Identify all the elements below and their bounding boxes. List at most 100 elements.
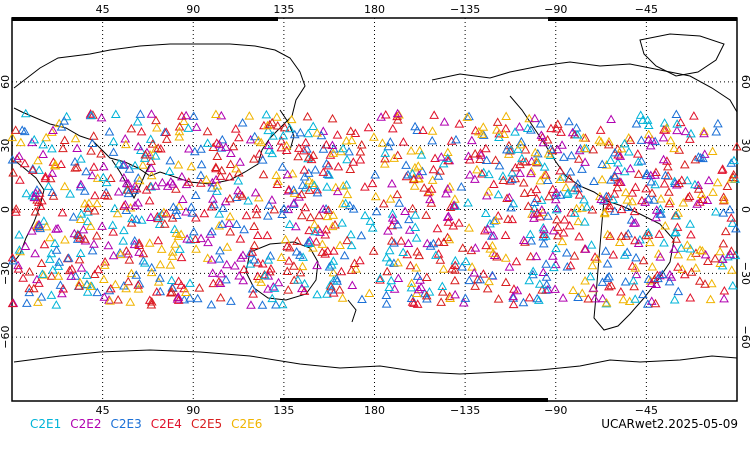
observation-marker (524, 113, 535, 123)
observation-marker (305, 212, 316, 222)
observation-marker (327, 113, 338, 123)
observation-marker (665, 135, 676, 145)
observation-marker (82, 216, 93, 226)
observation-marker (482, 224, 493, 233)
observation-marker (346, 135, 357, 145)
observation-marker (306, 154, 317, 164)
observation-marker (338, 143, 348, 153)
observation-marker (693, 180, 704, 190)
observation-marker (18, 273, 29, 282)
observation-marker (406, 145, 416, 155)
observation-marker (620, 276, 631, 286)
observation-marker (651, 279, 662, 289)
observation-marker (464, 111, 474, 121)
observation-marker (552, 144, 563, 154)
observation-marker (541, 259, 551, 268)
observation-marker (493, 294, 504, 303)
observation-marker (53, 271, 64, 280)
observation-marker (226, 296, 236, 305)
observation-marker (381, 299, 392, 308)
bottom-lon-label: 90 (186, 404, 200, 417)
observation-marker (253, 192, 264, 202)
observation-marker (506, 202, 516, 212)
observation-marker (476, 169, 487, 178)
observation-marker (422, 238, 433, 248)
observation-marker (288, 261, 299, 270)
observation-marker (297, 210, 307, 220)
observation-marker (597, 277, 608, 286)
observation-marker (543, 148, 554, 158)
observation-marker (238, 275, 249, 285)
observation-marker (405, 260, 416, 270)
observation-marker (609, 189, 620, 198)
observation-marker (565, 260, 576, 270)
observation-marker (580, 275, 590, 285)
observation-marker (573, 183, 583, 193)
observation-marker (112, 208, 123, 218)
observation-marker (483, 187, 494, 196)
observation-marker (612, 165, 623, 175)
observation-marker (55, 280, 66, 289)
observation-marker (645, 237, 655, 247)
observation-marker (616, 143, 627, 153)
top-lon-label: −45 (635, 3, 658, 16)
observation-marker (177, 171, 187, 181)
observation-marker (443, 217, 454, 226)
observation-marker (76, 263, 87, 272)
observation-marker (587, 260, 598, 270)
observation-marker (338, 181, 349, 190)
observation-marker (125, 297, 136, 306)
observation-marker (582, 202, 592, 211)
observation-marker (481, 240, 492, 250)
observation-marker (568, 185, 579, 195)
observation-marker (324, 261, 335, 271)
observation-marker (705, 294, 716, 304)
observation-marker (76, 179, 86, 189)
observation-marker (202, 138, 213, 147)
observation-marker (645, 140, 656, 150)
observation-marker (445, 202, 456, 212)
observation-marker (328, 275, 339, 285)
observation-marker (508, 198, 519, 208)
observation-marker (138, 160, 148, 169)
observation-marker (299, 286, 310, 295)
observation-marker (382, 266, 393, 276)
observation-marker (450, 275, 460, 285)
observation-marker (277, 209, 288, 219)
observation-marker (89, 239, 99, 248)
observation-marker (620, 187, 631, 197)
observation-marker (62, 253, 73, 263)
observation-marker (431, 250, 441, 259)
observation-marker (278, 130, 289, 140)
observation-marker (676, 175, 687, 184)
observation-marker (551, 243, 561, 253)
observation-marker (146, 109, 157, 118)
observation-marker (150, 181, 161, 190)
left-latitude-labels: 60 30 0 −30 −60 (0, 75, 12, 349)
observation-marker (557, 236, 568, 246)
observation-marker (717, 254, 728, 263)
japan-coast (279, 109, 295, 151)
observation-marker (436, 297, 446, 306)
observation-marker (387, 123, 398, 133)
observation-marker (655, 252, 666, 261)
antarctica-coast (13, 349, 738, 375)
observation-marker (121, 205, 132, 215)
observation-marker (19, 158, 30, 168)
observation-marker (494, 160, 505, 170)
observation-marker (630, 263, 641, 272)
observation-marker (99, 260, 110, 269)
observation-marker (643, 129, 654, 139)
observation-marker (41, 132, 52, 142)
observation-marker (89, 162, 99, 171)
observation-marker (92, 198, 102, 208)
observation-marker (121, 178, 132, 188)
observation-marker (161, 208, 172, 218)
observation-marker (659, 118, 670, 127)
observation-marker (304, 238, 315, 248)
observation-marker (342, 154, 352, 164)
observation-marker (598, 195, 609, 205)
observation-marker (315, 227, 325, 236)
observation-marker (174, 201, 184, 211)
observation-marker (466, 245, 477, 255)
